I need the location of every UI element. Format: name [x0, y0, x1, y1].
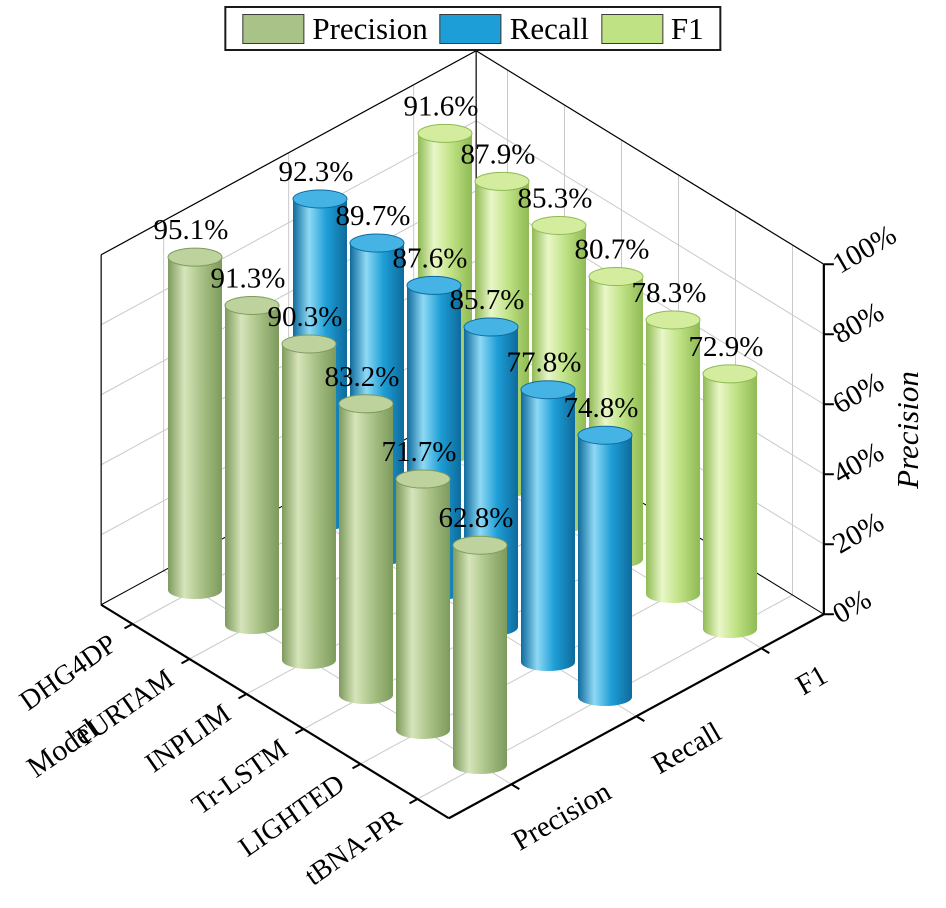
category-tick-label: INPLIM — [140, 698, 237, 779]
cylinder-top — [645, 310, 701, 330]
value-label: 95.1% — [154, 214, 229, 246]
cylinder-top — [520, 380, 576, 400]
legend-swatch-precision — [242, 13, 305, 44]
cylinder-precision-turtam — [225, 305, 279, 634]
tick-mark — [181, 658, 190, 665]
value-label: 90.3% — [268, 301, 343, 333]
value-tick-label: 40% — [827, 436, 889, 490]
metric-tick-label: Recall — [647, 716, 727, 781]
value-label: 85.3% — [518, 182, 593, 214]
tick-mark — [760, 647, 770, 655]
value-label: 91.3% — [211, 262, 286, 294]
cylinder-top — [463, 317, 519, 337]
legend-item-precision: Precision — [238, 13, 431, 44]
value-label: 89.7% — [336, 200, 411, 232]
value-tick-label: 20% — [827, 506, 889, 560]
cylinder-top — [417, 123, 473, 143]
value-tick-label: 0% — [827, 583, 876, 630]
cylinder-top — [281, 334, 337, 354]
cylinder-f1-lighted — [646, 319, 700, 603]
cylinder-recall-tbna-pr — [578, 435, 632, 706]
cylinder-precision-tbna-pr — [453, 545, 507, 774]
cylinder-top — [395, 469, 451, 489]
cylinder-top — [292, 189, 348, 209]
cylinder-top — [406, 275, 462, 295]
cylinder-top — [702, 364, 758, 384]
value-label: 85.7% — [450, 284, 525, 316]
tick-mark — [510, 783, 520, 791]
tick-mark — [409, 798, 418, 805]
tick-mark — [124, 623, 133, 630]
value-label: 87.9% — [461, 138, 536, 170]
tick-mark — [635, 715, 645, 723]
cylinder-top — [224, 295, 280, 315]
tick-mark — [352, 763, 361, 770]
model-axis — [100, 603, 450, 820]
value-axis-title: Precision — [890, 371, 925, 490]
cylinder-top — [474, 171, 530, 191]
frame-line — [475, 50, 825, 265]
legend-label-recall: Recall — [509, 11, 589, 46]
value-tick-label: 60% — [827, 366, 889, 420]
value-label: 74.8% — [564, 392, 639, 424]
tick-mark — [295, 728, 304, 735]
cylinder-precision-dhg4dp — [168, 257, 222, 599]
tick-mark — [238, 693, 247, 700]
grid-line — [475, 120, 825, 335]
value-label: 87.6% — [393, 242, 468, 274]
value-label: 77.8% — [507, 347, 582, 379]
cylinder-top — [531, 215, 587, 235]
cylinder-precision-inplim — [282, 343, 336, 669]
cylinder-f1-tbna-pr — [703, 373, 757, 638]
legend-swatch-f1 — [600, 13, 663, 44]
frame-line — [100, 50, 477, 256]
value-label: 71.7% — [382, 436, 457, 468]
value-label: 72.9% — [689, 331, 764, 363]
cylinder-precision-lighted — [396, 479, 450, 739]
legend-label-precision: Precision — [312, 11, 428, 46]
cylinder-top — [349, 233, 405, 253]
legend-item-recall: Recall — [436, 13, 593, 44]
cylinder-top — [338, 394, 394, 414]
value-label: 92.3% — [279, 156, 354, 188]
metric-tick-label: F1 — [791, 659, 834, 702]
value-label: 83.2% — [325, 361, 400, 393]
legend-swatch-recall — [439, 13, 502, 44]
value-tick-label: 80% — [827, 296, 889, 350]
cylinder-top — [167, 247, 223, 267]
value-label: 78.3% — [632, 277, 707, 309]
metric-tick-label: Precision — [507, 775, 617, 857]
value-label: 80.7% — [575, 234, 650, 266]
cylinder-top — [577, 425, 633, 445]
value-tick-label: 100% — [827, 219, 902, 281]
cylinder-top — [588, 267, 644, 287]
value-label: 91.6% — [404, 90, 479, 122]
cylinder-recall-lighted — [521, 389, 575, 671]
value-label: 62.8% — [439, 502, 514, 534]
cylinder-precision-tr-lstm — [339, 403, 393, 704]
legend-item-f1: F1 — [597, 13, 708, 44]
cylinder-top — [452, 535, 508, 555]
legend: Precision Recall F1 — [224, 6, 722, 51]
legend-label-f1: F1 — [670, 11, 704, 46]
